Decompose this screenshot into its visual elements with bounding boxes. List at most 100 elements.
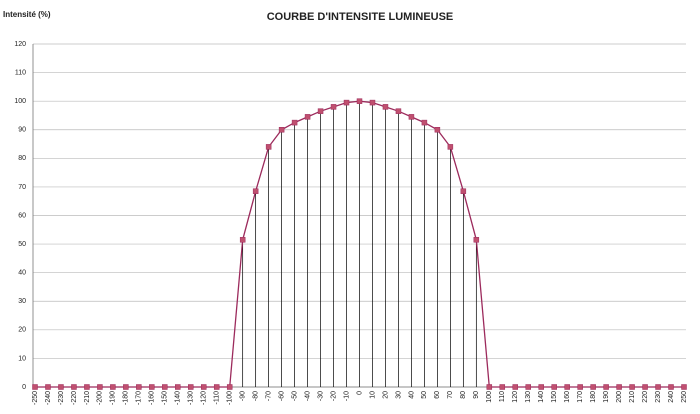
x-tick-label: 210 bbox=[629, 391, 636, 403]
x-tick-label: -50 bbox=[291, 391, 298, 401]
y-tick-label: 10 bbox=[18, 355, 26, 362]
marker bbox=[330, 104, 337, 110]
x-tick-label: 240 bbox=[668, 391, 675, 403]
x-tick-label: -250 bbox=[32, 391, 39, 405]
x-tick-label: 20 bbox=[382, 391, 389, 399]
x-tick-label: 250 bbox=[681, 391, 688, 403]
marker bbox=[149, 384, 155, 390]
x-tick-label: -180 bbox=[123, 391, 130, 405]
x-tick-label: 170 bbox=[577, 391, 584, 403]
x-tick-label: -70 bbox=[265, 391, 272, 401]
x-tick-label: 110 bbox=[499, 391, 506, 402]
x-tick-label: 90 bbox=[473, 391, 480, 399]
x-tick-label: -60 bbox=[278, 391, 285, 401]
marker bbox=[71, 384, 77, 390]
x-tick-label: 40 bbox=[408, 391, 415, 399]
x-tick-label: -240 bbox=[45, 391, 52, 405]
y-tick-label: 110 bbox=[15, 69, 26, 76]
y-tick-label: 100 bbox=[14, 98, 26, 105]
marker bbox=[668, 384, 674, 390]
y-tick-label: 70 bbox=[18, 184, 26, 191]
x-tick-label: 0 bbox=[356, 391, 363, 395]
y-tick-label: 50 bbox=[18, 241, 26, 248]
marker bbox=[58, 384, 64, 390]
x-tick-label: 230 bbox=[655, 391, 662, 403]
x-tick-label: -10 bbox=[343, 391, 350, 401]
x-tick-label: 220 bbox=[642, 391, 649, 403]
marker bbox=[408, 114, 415, 120]
marker bbox=[590, 384, 596, 390]
x-tick-label: 140 bbox=[538, 391, 545, 403]
x-tick-label: -20 bbox=[330, 391, 337, 401]
marker bbox=[512, 384, 519, 390]
x-tick-label: -160 bbox=[149, 391, 156, 405]
marker bbox=[213, 384, 220, 390]
x-tick-label: -100 bbox=[227, 391, 234, 405]
marker bbox=[32, 384, 38, 390]
y-tick-label: 20 bbox=[18, 327, 26, 334]
marker bbox=[616, 384, 622, 390]
x-tick-label: -190 bbox=[110, 391, 117, 405]
x-tick-label: -130 bbox=[188, 391, 195, 405]
marker bbox=[278, 127, 285, 133]
x-tick-label: -110 bbox=[214, 391, 221, 405]
x-tick-label: -210 bbox=[84, 391, 91, 405]
marker bbox=[226, 384, 233, 390]
marker bbox=[486, 384, 493, 390]
y-tick-label: 40 bbox=[18, 270, 26, 277]
x-tick-label: 190 bbox=[603, 391, 610, 403]
marker bbox=[175, 384, 181, 390]
marker bbox=[603, 384, 609, 390]
x-tick-label: 50 bbox=[421, 391, 428, 399]
x-tick-label: 180 bbox=[590, 391, 597, 403]
y-tick-label: 60 bbox=[18, 212, 26, 219]
x-tick-label: -40 bbox=[304, 391, 311, 401]
marker bbox=[265, 144, 272, 150]
marker bbox=[304, 114, 311, 120]
y-tick-label: 30 bbox=[18, 298, 26, 305]
marker bbox=[564, 384, 570, 390]
x-tick-label: -170 bbox=[136, 391, 143, 405]
x-tick-label: -90 bbox=[240, 391, 247, 401]
x-tick-label: 150 bbox=[551, 391, 558, 403]
y-tick-label: 80 bbox=[18, 155, 26, 162]
marker bbox=[317, 108, 324, 114]
marker bbox=[681, 384, 687, 390]
y-tick-label: 90 bbox=[18, 127, 26, 134]
x-tick-label: 100 bbox=[486, 391, 493, 403]
marker bbox=[460, 188, 467, 194]
x-tick-label: 70 bbox=[447, 391, 454, 399]
marker bbox=[642, 384, 648, 390]
marker bbox=[447, 144, 454, 150]
marker bbox=[421, 119, 428, 126]
marker bbox=[45, 384, 51, 390]
marker bbox=[473, 237, 480, 243]
y-tick-label: 120 bbox=[14, 41, 26, 48]
marker bbox=[97, 384, 103, 390]
marker bbox=[136, 384, 142, 390]
marker bbox=[123, 384, 129, 390]
x-tick-label: 30 bbox=[395, 391, 402, 399]
x-tick-label: -200 bbox=[97, 391, 104, 405]
x-tick-label: 130 bbox=[525, 391, 532, 403]
marker bbox=[538, 384, 544, 390]
x-tick-label: -140 bbox=[175, 391, 182, 405]
marker bbox=[162, 384, 168, 390]
marker bbox=[629, 384, 635, 390]
marker bbox=[382, 104, 389, 110]
x-tick-label: -120 bbox=[201, 391, 208, 405]
x-tick-label: 200 bbox=[616, 391, 623, 403]
marker bbox=[551, 384, 557, 390]
marker bbox=[200, 384, 207, 390]
marker bbox=[356, 98, 363, 104]
marker bbox=[434, 127, 441, 133]
marker bbox=[499, 384, 506, 390]
marker bbox=[84, 384, 90, 390]
marker bbox=[188, 384, 194, 390]
marker bbox=[525, 384, 531, 390]
x-tick-label: 80 bbox=[460, 391, 467, 399]
x-tick-label: -30 bbox=[317, 391, 324, 401]
marker bbox=[577, 384, 583, 390]
y-tick-label: 0 bbox=[22, 384, 26, 391]
